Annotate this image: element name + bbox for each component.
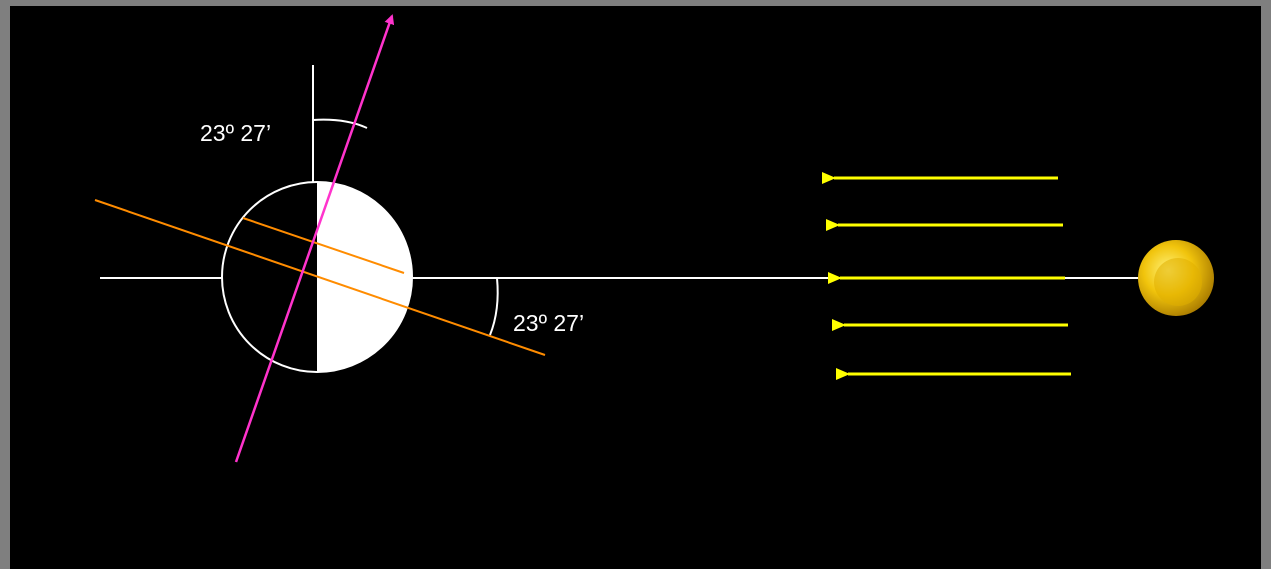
angle-label: 23º 27’ bbox=[513, 310, 584, 336]
diagram: 23º 27’ 23º 27’ bbox=[0, 0, 1271, 569]
page: 23º 27’ 23º 27’ (() => { const data = JS… bbox=[0, 0, 1271, 569]
background bbox=[10, 6, 1261, 569]
sun bbox=[1138, 240, 1214, 316]
angle-label: 23º 27’ bbox=[200, 120, 271, 146]
